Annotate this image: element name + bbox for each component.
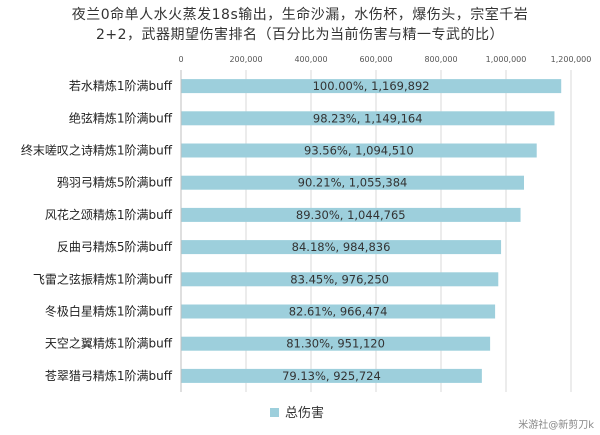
x-tick-label: 0 — [178, 55, 183, 64]
data-label: 93.56%, 1,094,510 — [304, 144, 414, 158]
category-label: 绝弦精炼1阶满buff — [69, 110, 173, 125]
bar — [181, 111, 555, 126]
data-label: 98.23%, 1,149,164 — [313, 111, 423, 125]
category-label: 风花之颂精炼1阶满buff — [45, 207, 173, 222]
x-tick-label: 600,000 — [359, 55, 392, 64]
bar — [181, 143, 537, 158]
category-label: 冬极白星精炼1阶满buff — [45, 304, 173, 319]
chart-title-line-1: 夜兰0命单人水火蒸发18s输出，生命沙漏，水伤杯，爆伤头，宗室千岩 — [71, 7, 529, 23]
bar — [181, 336, 491, 351]
bar — [181, 175, 524, 190]
data-label: 79.13%, 925,724 — [282, 369, 381, 383]
data-label: 82.61%, 966,474 — [289, 305, 388, 319]
data-label: 89.30%, 1,044,765 — [296, 208, 406, 222]
x-tick-label: 1,000,000 — [486, 55, 527, 64]
bar — [181, 79, 562, 94]
legend-label: 总伤害 — [285, 405, 324, 421]
chart-title-line-2: 2+2，武器期望伤害排名（百分比为当前伤害与精一专武的比） — [95, 27, 505, 43]
data-label: 83.45%, 976,250 — [290, 272, 389, 286]
category-label: 鸦羽弓精炼5阶满buff — [57, 175, 173, 190]
watermark-text: 米游社@新剪刀k — [518, 418, 594, 431]
category-label: 反曲弓精炼5阶满buff — [57, 239, 173, 254]
legend-swatch — [270, 408, 279, 417]
category-label: 终末嗟叹之诗精炼1阶满buff — [21, 143, 173, 158]
data-label: 81.30%, 951,120 — [286, 337, 385, 351]
bar — [181, 304, 496, 319]
x-tick-label: 1,200,000 — [551, 55, 592, 64]
category-label: 苍翠猎弓精炼1阶满buff — [45, 368, 173, 383]
data-label: 100.00%, 1,169,892 — [313, 79, 430, 93]
bar — [181, 207, 521, 222]
data-label: 84.18%, 984,836 — [292, 240, 391, 254]
bar — [181, 240, 502, 255]
bar — [181, 272, 499, 287]
x-tick-label: 200,000 — [229, 55, 262, 64]
bar — [181, 368, 482, 383]
x-tick-label: 400,000 — [294, 55, 327, 64]
x-tick-label: 800,000 — [424, 55, 457, 64]
category-label: 若水精炼1阶满buff — [69, 78, 173, 93]
data-label: 90.21%, 1,055,384 — [298, 176, 408, 190]
category-label: 天空之翼精炼1阶满buff — [45, 336, 173, 351]
category-label: 飞雷之弦振精炼1阶满buff — [33, 271, 173, 286]
